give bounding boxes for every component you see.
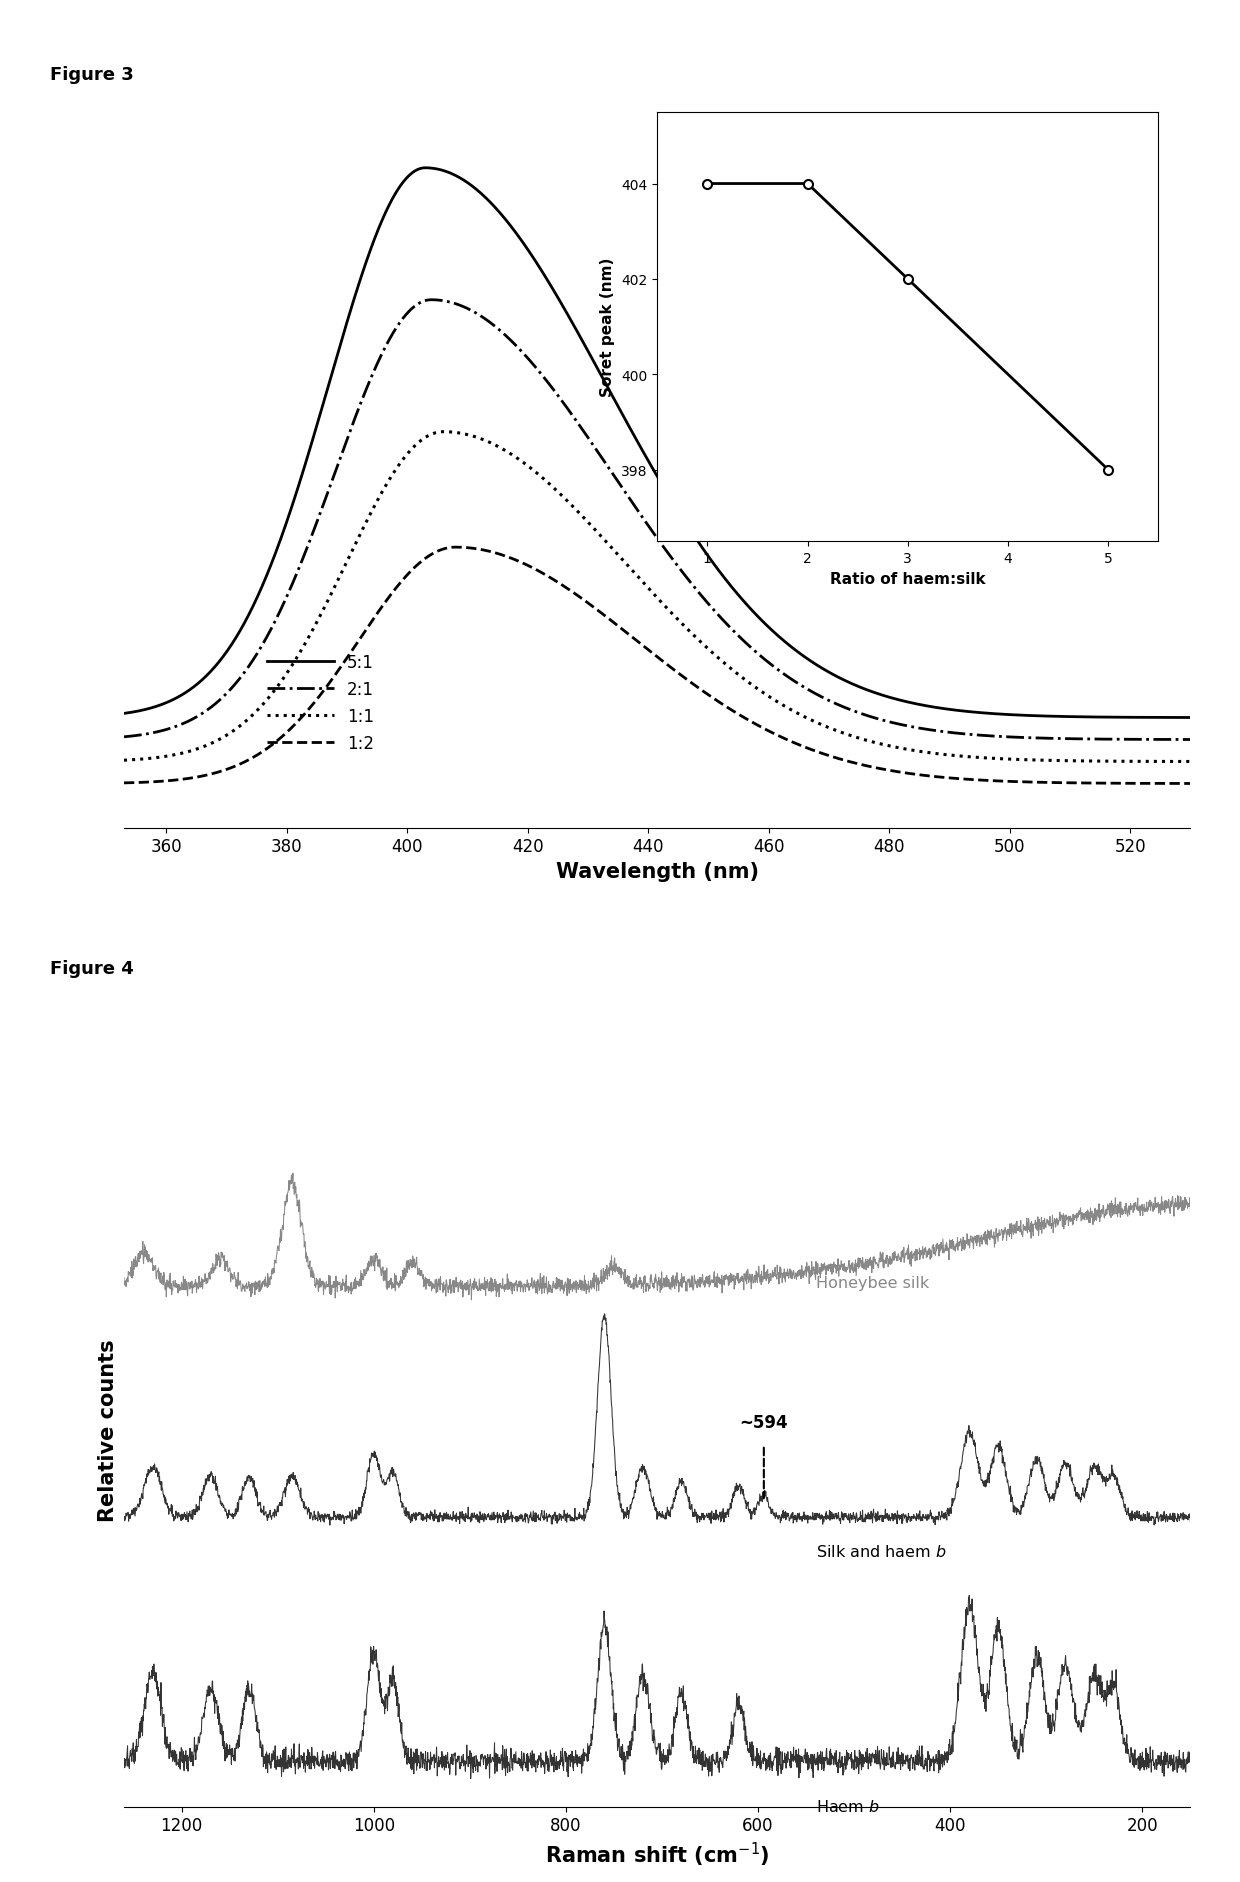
1:2 bbox=[117, 772, 131, 794]
1:1 bbox=[436, 422, 451, 444]
Line: 1:2: 1:2 bbox=[124, 548, 1190, 785]
2:1 bbox=[1183, 728, 1198, 751]
5:1 bbox=[418, 158, 433, 181]
2:1 bbox=[1152, 728, 1167, 751]
Text: Haem $b$: Haem $b$ bbox=[816, 1797, 879, 1814]
5:1 bbox=[608, 390, 622, 412]
X-axis label: Wavelength (nm): Wavelength (nm) bbox=[556, 862, 759, 881]
5:1 bbox=[957, 700, 972, 723]
1:2 bbox=[636, 634, 651, 657]
1:1 bbox=[608, 540, 622, 563]
2:1 bbox=[957, 723, 972, 745]
Line: 5:1: 5:1 bbox=[124, 169, 1190, 719]
2:1 bbox=[608, 467, 622, 489]
Legend: 5:1, 2:1, 1:1, 1:2: 5:1, 2:1, 1:1, 1:2 bbox=[260, 647, 381, 760]
1:2 bbox=[608, 614, 622, 636]
1:1 bbox=[171, 743, 186, 766]
1:2 bbox=[1152, 774, 1167, 796]
2:1 bbox=[636, 508, 651, 531]
2:1 bbox=[1152, 728, 1167, 751]
1:1 bbox=[957, 745, 972, 768]
5:1 bbox=[1152, 708, 1167, 730]
1:2 bbox=[957, 768, 972, 790]
1:1 bbox=[1183, 751, 1198, 774]
Text: ~594: ~594 bbox=[739, 1413, 789, 1430]
5:1 bbox=[1183, 708, 1198, 730]
Line: 2:1: 2:1 bbox=[124, 301, 1190, 740]
Text: Honeybee silk: Honeybee silk bbox=[816, 1276, 929, 1291]
Line: 1:1: 1:1 bbox=[124, 433, 1190, 762]
X-axis label: Raman shift (cm$^{-1}$): Raman shift (cm$^{-1}$) bbox=[544, 1841, 770, 1869]
1:2 bbox=[448, 536, 463, 559]
1:1 bbox=[117, 749, 131, 772]
5:1 bbox=[171, 687, 186, 710]
1:1 bbox=[1152, 751, 1167, 774]
Text: Figure 3: Figure 3 bbox=[50, 66, 134, 85]
1:2 bbox=[1152, 774, 1167, 796]
Text: Figure 4: Figure 4 bbox=[50, 960, 134, 979]
2:1 bbox=[171, 715, 186, 738]
2:1 bbox=[424, 290, 439, 312]
Text: Silk and haem $b$: Silk and haem $b$ bbox=[816, 1543, 946, 1560]
1:1 bbox=[1152, 751, 1167, 774]
5:1 bbox=[636, 440, 651, 463]
2:1 bbox=[117, 726, 131, 749]
1:2 bbox=[1183, 774, 1198, 796]
5:1 bbox=[117, 702, 131, 725]
1:2 bbox=[171, 770, 186, 792]
Y-axis label: Relative counts: Relative counts bbox=[98, 1340, 119, 1521]
1:1 bbox=[636, 572, 651, 595]
5:1 bbox=[1152, 708, 1167, 730]
